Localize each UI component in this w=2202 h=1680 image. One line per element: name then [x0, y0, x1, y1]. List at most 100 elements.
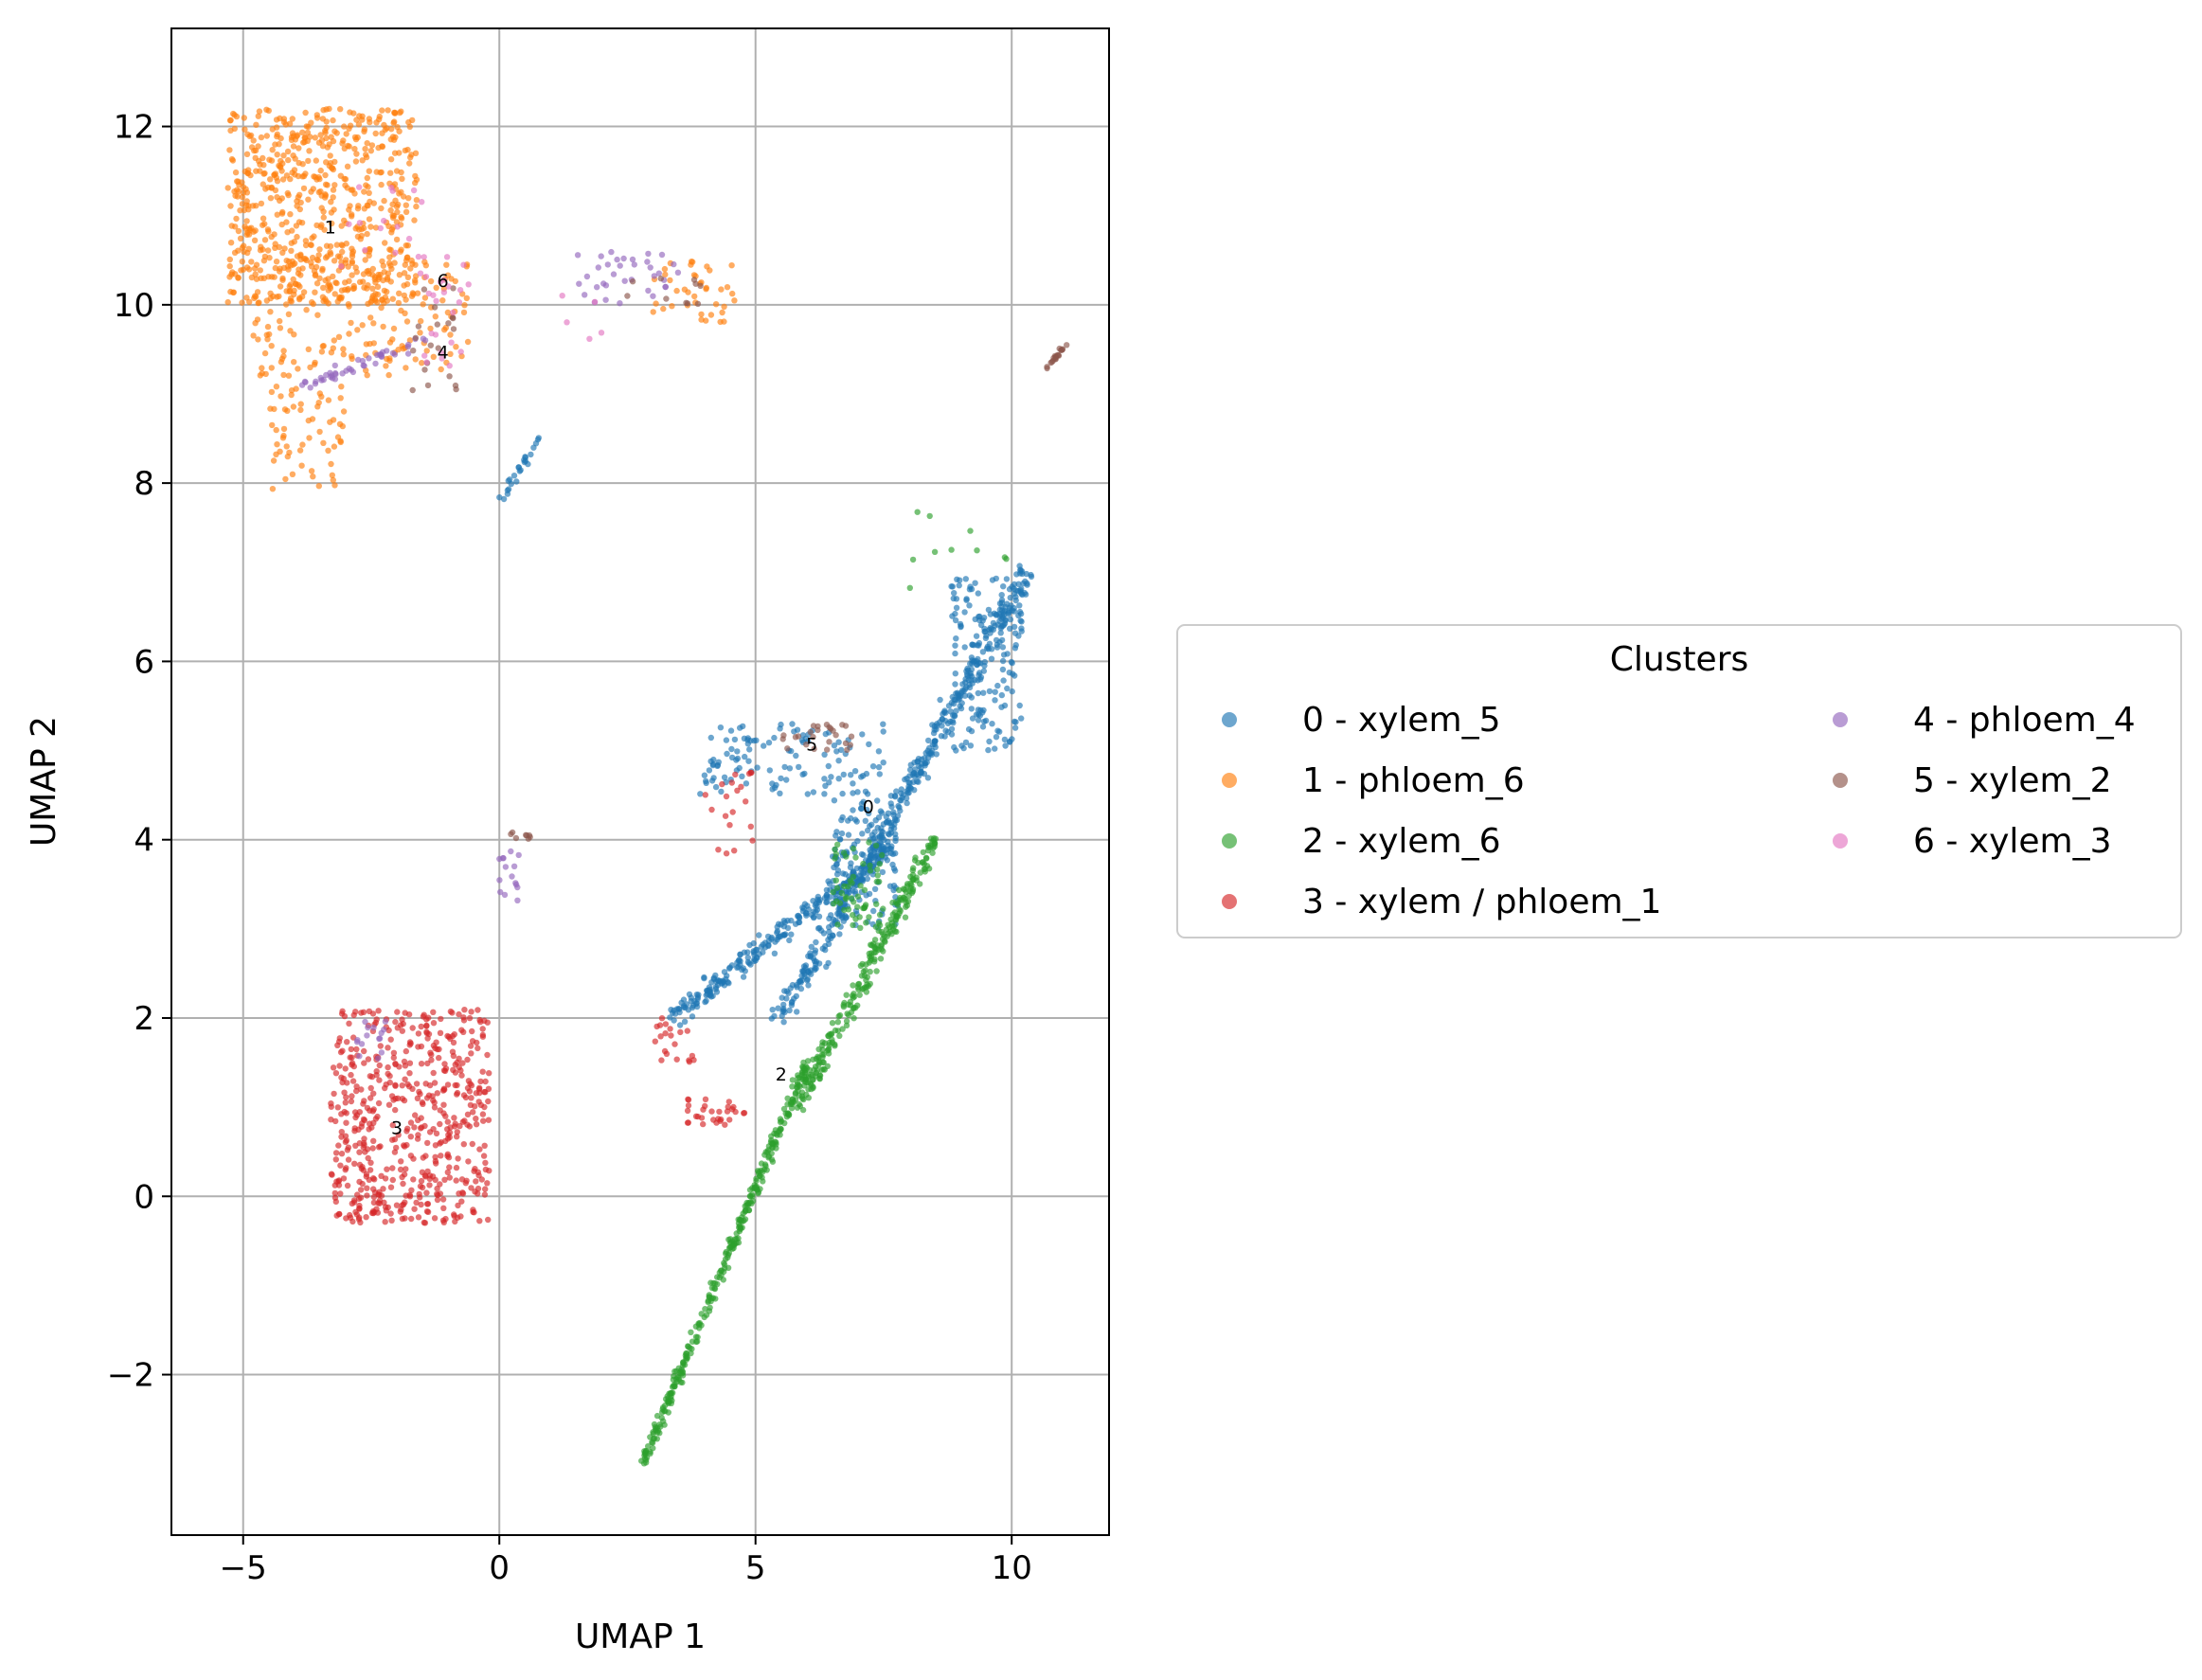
data-point: [366, 168, 372, 174]
data-point: [961, 644, 968, 651]
data-point: [835, 905, 842, 913]
data-point: [399, 1028, 405, 1034]
data-point: [407, 1153, 415, 1159]
y-tick-label: −2: [107, 1357, 154, 1395]
data-point: [810, 1056, 816, 1063]
data-point: [366, 1176, 372, 1184]
data-point: [645, 1443, 652, 1450]
data-point: [427, 1049, 434, 1056]
data-point: [380, 323, 386, 331]
data-point: [821, 776, 828, 782]
cluster-id-label: 1: [325, 218, 336, 239]
data-point: [777, 1125, 784, 1132]
data-point: [843, 914, 850, 920]
data-point: [862, 788, 869, 795]
data-point: [798, 973, 805, 979]
data-point: [753, 1177, 760, 1185]
data-point: [830, 888, 836, 896]
data-point: [1011, 672, 1018, 679]
data-point: [356, 1109, 363, 1116]
data-point: [1004, 685, 1011, 692]
data-point: [728, 779, 735, 786]
data-point: [614, 256, 620, 263]
data-point: [423, 1022, 430, 1029]
data-point: [975, 590, 982, 597]
data-point: [728, 754, 736, 761]
data-point: [280, 264, 288, 272]
data-point: [374, 1113, 381, 1120]
data-point: [691, 997, 698, 1005]
data-point: [427, 277, 435, 285]
data-point: [279, 275, 286, 282]
data-point: [667, 277, 673, 284]
data-point: [322, 171, 329, 179]
data-point: [885, 831, 892, 837]
data-point: [396, 272, 403, 278]
data-point: [289, 130, 296, 136]
data-point: [448, 339, 455, 346]
data-point: [391, 351, 399, 358]
data-point: [267, 309, 274, 315]
data-point: [282, 475, 289, 483]
data-point: [434, 1196, 441, 1204]
data-point: [710, 1117, 717, 1123]
data-point: [458, 1027, 465, 1033]
data-point: [419, 199, 425, 206]
data-point: [372, 130, 379, 137]
data-point: [836, 1032, 843, 1040]
data-point: [731, 297, 738, 304]
data-point: [466, 1014, 474, 1022]
data-point: [290, 143, 297, 150]
data-point: [399, 1016, 405, 1023]
data-point: [931, 840, 938, 848]
data-point: [395, 201, 402, 208]
legend-marker: [1222, 773, 1237, 788]
data-point: [823, 886, 831, 893]
data-point: [363, 1214, 369, 1221]
data-point: [239, 244, 246, 251]
data-point: [305, 346, 312, 352]
data-point: [866, 839, 872, 846]
data-point: [226, 262, 233, 270]
data-point: [369, 1207, 377, 1215]
data-point: [654, 1429, 661, 1436]
data-point: [907, 761, 914, 768]
data-point: [456, 1055, 462, 1063]
data-point: [707, 734, 714, 742]
data-point: [356, 113, 363, 119]
data-point: [341, 123, 348, 130]
data-point: [258, 200, 265, 207]
data-point: [952, 681, 958, 688]
data-point: [336, 1063, 343, 1069]
data-point: [742, 1208, 748, 1215]
data-point: [974, 547, 980, 554]
data-point: [868, 849, 874, 855]
data-point: [832, 732, 839, 739]
data-point: [404, 146, 411, 153]
data-point: [242, 126, 248, 133]
data-point: [385, 259, 393, 266]
data-point: [1006, 586, 1013, 593]
data-point: [470, 1208, 476, 1216]
data-point: [486, 1070, 492, 1077]
data-point: [413, 197, 421, 204]
data-point: [257, 168, 263, 174]
data-point: [934, 723, 940, 729]
data-point: [272, 170, 279, 177]
data-point: [1007, 595, 1014, 601]
data-point: [894, 813, 902, 819]
data-point: [863, 976, 869, 984]
y-tick-label: 8: [134, 465, 154, 503]
data-point: [446, 373, 453, 380]
data-point: [436, 1046, 442, 1053]
data-point: [735, 1235, 742, 1242]
data-point: [309, 416, 316, 422]
data-point: [330, 116, 336, 124]
data-point: [379, 258, 385, 265]
y-tick-label: 12: [114, 109, 154, 147]
data-point: [523, 831, 529, 838]
data-point: [454, 1091, 460, 1098]
data-point: [693, 992, 700, 998]
data-point: [418, 1023, 424, 1030]
data-point: [880, 905, 886, 912]
